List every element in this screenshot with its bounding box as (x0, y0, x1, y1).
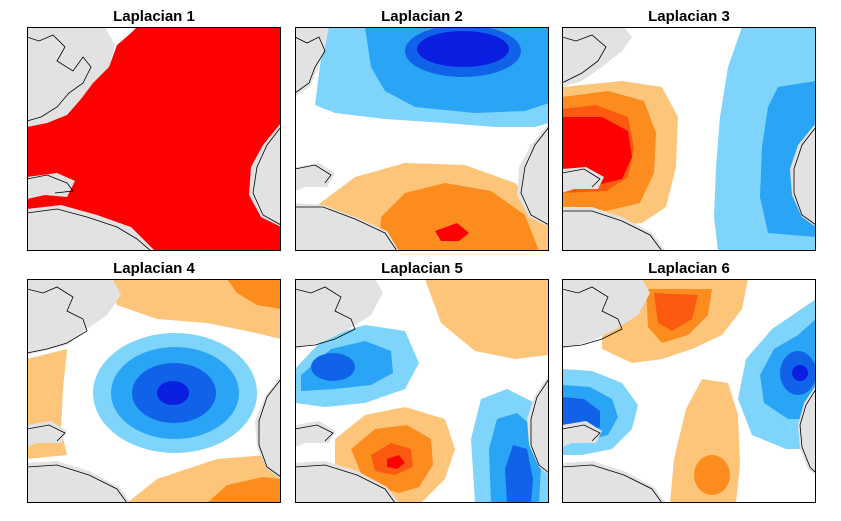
frame (295, 279, 549, 503)
frame (295, 27, 549, 251)
map-laplacian-1 (27, 27, 281, 251)
panel-laplacian-5: Laplacian 5 (295, 261, 549, 503)
frame (27, 27, 281, 251)
contour-neg-3-w (311, 353, 355, 381)
panel-title: Laplacian 2 (381, 8, 463, 25)
land-caribbean (295, 163, 335, 191)
coastline (27, 34, 281, 251)
coastline (27, 286, 281, 503)
map-laplacian-5 (295, 279, 549, 503)
land-north-america (295, 27, 329, 97)
map-laplacian-2 (295, 27, 549, 251)
contour-neg-3-se (505, 445, 533, 503)
land-north-america (27, 279, 121, 355)
panel-laplacian-4: Laplacian 4 (27, 261, 281, 503)
land-south-america (295, 461, 399, 503)
panel-title: Laplacian 4 (113, 260, 195, 277)
land-south-america (27, 205, 155, 251)
land-africa (527, 375, 549, 475)
contour-pos-3-n (654, 293, 698, 331)
land-north-america (27, 27, 115, 127)
panel-title: Laplacian 5 (381, 260, 463, 277)
frame (562, 27, 816, 251)
panel-laplacian-2: Laplacian 2 (295, 9, 549, 251)
contour-neg-4-e (792, 365, 808, 381)
land-south-america (562, 461, 666, 503)
frame (562, 279, 816, 503)
panel-title: Laplacian 3 (648, 8, 730, 25)
land-south-america (295, 203, 399, 251)
panel-title: Laplacian 1 (113, 8, 195, 25)
contour-pos-1-north (107, 279, 281, 339)
land-north-america (295, 279, 383, 349)
contour-pos-4 (27, 27, 281, 251)
coastline (562, 286, 816, 503)
frame (27, 279, 281, 503)
contour-pos-1-ne (425, 279, 549, 359)
land-north-america (562, 27, 632, 87)
contour-pos-2-north (227, 279, 281, 309)
coastline (295, 286, 549, 503)
panel-title: Laplacian 6 (648, 260, 730, 277)
contour-pos-2-south (207, 477, 281, 503)
land-africa (798, 385, 816, 475)
land-south-america (27, 461, 131, 503)
land-south-america (562, 207, 666, 251)
land-north-america (562, 279, 650, 349)
contour-pos-3 (435, 223, 469, 241)
coastline (295, 36, 549, 251)
contour-pos-4-sw (387, 455, 405, 469)
contour-neg-4 (417, 31, 509, 67)
map-laplacian-3 (562, 27, 816, 251)
contour-pos-2-s (694, 455, 730, 495)
land-caribbean (562, 167, 604, 193)
map-laplacian-6 (562, 279, 816, 503)
panel-laplacian-3: Laplacian 3 (562, 9, 816, 251)
map-laplacian-4 (27, 279, 281, 503)
contour-pos-2 (379, 183, 539, 251)
panel-laplacian-6: Laplacian 6 (562, 261, 816, 503)
contour-neg-4 (157, 381, 189, 405)
panel-laplacian-1: Laplacian 1 (27, 9, 281, 251)
coastline (562, 34, 816, 251)
